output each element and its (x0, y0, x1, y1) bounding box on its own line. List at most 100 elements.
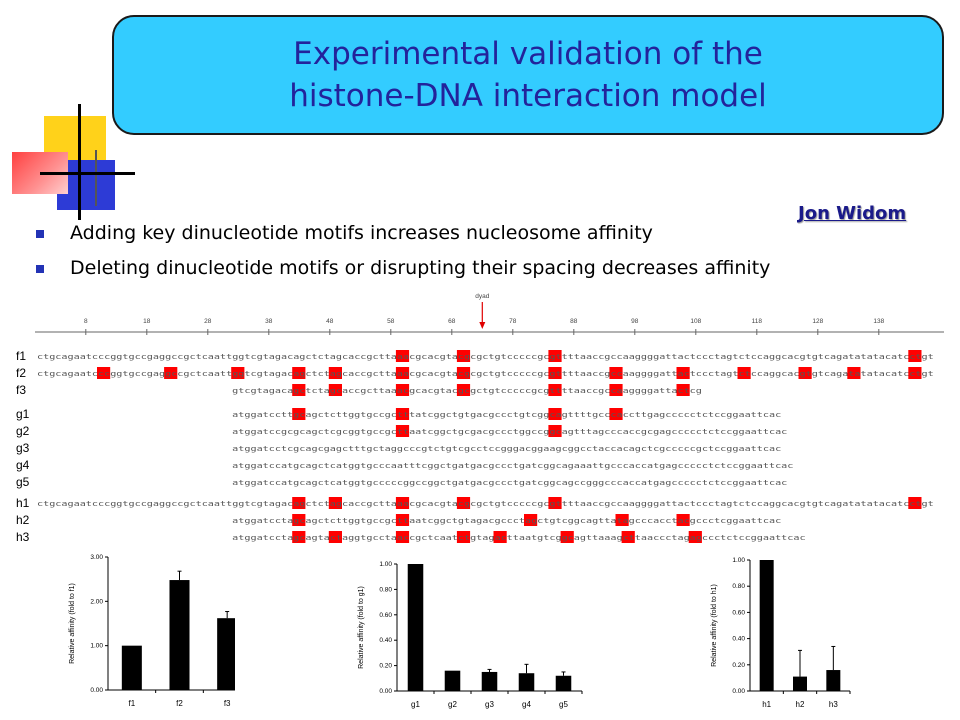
chart-category-label: h2 (796, 700, 805, 709)
ruler-tick-label: 88 (570, 318, 578, 325)
chart-category-label: g3 (485, 700, 494, 709)
chart-bar (518, 673, 535, 691)
bullet-square-icon (36, 230, 44, 238)
chart-bar (481, 671, 498, 691)
motif-highlight (97, 367, 111, 379)
sequence-text: atggatccatgcagctcatggtgcccccggccggctgatg… (232, 478, 787, 487)
sequence-row-label: f2 (16, 366, 26, 380)
author-name: Jon Widom (798, 203, 907, 224)
slide-title-line-1: Experimental validation of the (293, 36, 763, 72)
motif-highlight (908, 497, 922, 509)
motif-highlight (231, 367, 245, 379)
ruler-tick-label: 108 (690, 318, 701, 325)
sequence-row-label: g2 (16, 424, 30, 438)
ruler-tick-label: 18 (143, 318, 151, 325)
motif-highlight (676, 367, 690, 379)
ruler-tick-label: 28 (204, 318, 212, 325)
chart-y-tick-label: 0.40 (379, 637, 392, 644)
motif-highlight (847, 367, 861, 379)
motif-highlight (609, 408, 623, 420)
sequence-alignment-figure: 8 18 28 38 48 58 68 78 88 98 108 118 128 138 dyad f1 ctg… (16, 293, 944, 544)
motif-highlight (328, 384, 342, 396)
motif-highlight (560, 531, 574, 543)
motif-highlight (609, 367, 623, 379)
ruler-tick-label: 38 (265, 318, 273, 325)
sequence-row-label: h1 (16, 496, 30, 510)
chart-category-label: g4 (522, 700, 531, 709)
sequence-text: atggatccttgcagctcttggtgccgctttatcggctgtg… (232, 410, 781, 419)
chart-category-label: g2 (448, 700, 457, 709)
chart-y-tick-label: 0.60 (379, 612, 392, 619)
sequence-text: atggatccgcgcagctcgcggtgccgcttaatcggctgcg… (232, 427, 787, 436)
ruler-tick-label: 138 (873, 318, 884, 325)
motif-highlight (395, 425, 410, 437)
ruler-tick-label: 8 (84, 318, 88, 325)
motif-highlight (609, 384, 623, 396)
bullet-square-icon (36, 265, 44, 273)
motif-highlight (456, 384, 471, 396)
chart-y-tick-label: 0.40 (732, 636, 745, 643)
motif-highlight (292, 497, 306, 509)
chart-bar (121, 645, 142, 690)
motif-highlight (524, 514, 538, 526)
sequence-text: ctgcagaatcccggtgccgaggccgctcaattggtcgtag… (37, 369, 934, 378)
title-box: Experimental validation of the histone-D… (112, 15, 944, 135)
chart-category-label: f3 (224, 699, 231, 708)
motif-highlight (676, 384, 690, 396)
decor-horizontal-line (40, 172, 135, 175)
ruler-tick-label: 98 (631, 318, 639, 325)
sequence-text: ctgcagaatcccggtgccgaggccgctcaattggtcgtag… (37, 499, 934, 508)
sequence-row-label: h2 (16, 513, 30, 527)
motif-highlight (456, 531, 471, 543)
motif-highlight (395, 384, 410, 396)
chart-y-axis-label: Relative affinity (fold to h1) (711, 584, 718, 667)
chart-bar (169, 580, 190, 690)
chart-bar (217, 618, 235, 690)
chart-y-tick-label: 2.00 (90, 598, 103, 605)
chart-category-label: f2 (176, 699, 183, 708)
chart-y-tick-label: 1.00 (379, 561, 392, 568)
sequence-row-label: g5 (16, 475, 30, 489)
chart-bar (793, 676, 807, 691)
chart-bar (555, 675, 572, 691)
slide-title-line-2: histone-DNA interaction model (289, 78, 767, 114)
chart-y-tick-label: 0.00 (90, 687, 103, 694)
chart-bar (826, 670, 841, 691)
motif-highlight (328, 497, 342, 509)
chart-category-label: f1 (128, 699, 135, 708)
dyad-label: dyad (475, 293, 489, 300)
chart-y-tick-label: 0.00 (379, 688, 392, 695)
motif-highlight (456, 497, 471, 509)
chart-category-label: h3 (829, 700, 838, 709)
chart-y-axis-label: Relative affinity (fold to f1) (69, 583, 76, 664)
chart-category-label: h1 (762, 700, 771, 709)
motif-highlight (615, 514, 629, 526)
motif-highlight (548, 350, 562, 362)
sequence-text: atggatcctagcagctcttggtgccgcttaatcggctgta… (232, 516, 781, 525)
motif-highlight (292, 367, 306, 379)
motif-highlight (395, 408, 410, 420)
motif-highlight (395, 531, 410, 543)
motif-highlight (908, 350, 922, 362)
motif-highlight (456, 350, 471, 362)
motif-highlight (737, 367, 751, 379)
chart-y-tick-label: 0.80 (732, 583, 745, 590)
chart-y-tick-label: 0.80 (379, 586, 392, 593)
bullet-text: Adding key dinucleotide motifs increases… (70, 222, 653, 244)
motif-highlight (292, 531, 306, 543)
motif-highlight (456, 367, 471, 379)
sequence-text: atggatcctcgcagcgagctttgctaggcccgtctgtcgc… (232, 444, 781, 453)
ruler-tick-label: 68 (448, 318, 456, 325)
chart-category-label: g5 (559, 700, 568, 709)
motif-highlight (688, 531, 702, 543)
motif-highlight (328, 531, 342, 543)
decor-vertical-line-thin (95, 150, 97, 206)
affinity-chart-g: Relative affinity (fold to g1) 0.00 0.20 0.… (358, 561, 583, 709)
motif-highlight (292, 514, 306, 526)
sequence-row-label: f3 (16, 383, 26, 397)
motif-highlight (908, 367, 922, 379)
chart-y-tick-label: 0.60 (732, 609, 745, 616)
motif-highlight (548, 367, 562, 379)
chart-bar (407, 564, 424, 691)
ruler-tick-label: 78 (509, 318, 517, 325)
